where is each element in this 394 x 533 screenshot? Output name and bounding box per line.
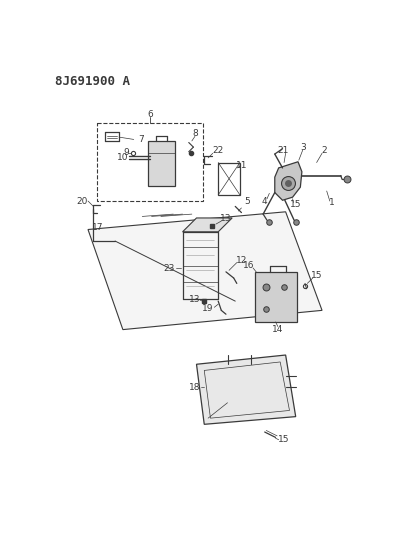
Text: 11: 11: [236, 161, 247, 170]
Text: 19: 19: [203, 304, 214, 313]
Text: 20: 20: [76, 197, 87, 206]
Bar: [218, 163, 240, 195]
Text: 23: 23: [164, 263, 175, 272]
Text: 14: 14: [272, 325, 284, 334]
Text: 2: 2: [322, 146, 327, 155]
Bar: [97, 123, 203, 201]
Polygon shape: [182, 218, 232, 232]
Text: 8: 8: [192, 129, 198, 138]
Text: 4: 4: [262, 197, 268, 206]
Text: 9: 9: [124, 148, 130, 157]
Text: 12: 12: [236, 256, 247, 265]
Polygon shape: [88, 212, 322, 329]
Text: 22: 22: [213, 147, 224, 156]
Text: 1: 1: [329, 198, 335, 207]
Text: 13: 13: [189, 295, 201, 304]
Text: 18: 18: [189, 383, 201, 392]
Bar: [149, 141, 175, 185]
Text: 5: 5: [244, 197, 250, 206]
Text: 16: 16: [243, 261, 255, 270]
Text: 10: 10: [117, 154, 128, 163]
Text: 3: 3: [301, 143, 306, 151]
Polygon shape: [197, 355, 296, 424]
Text: 7: 7: [138, 135, 143, 144]
Text: 8J691900 A: 8J691900 A: [56, 75, 130, 88]
Polygon shape: [275, 161, 302, 200]
Text: 17: 17: [92, 223, 104, 232]
Text: 15: 15: [311, 271, 322, 280]
Text: 15: 15: [290, 200, 301, 209]
Text: 15: 15: [277, 435, 289, 444]
Text: 13: 13: [220, 214, 232, 223]
Polygon shape: [255, 272, 297, 322]
Text: 21: 21: [278, 146, 289, 155]
Text: 6: 6: [147, 109, 153, 118]
